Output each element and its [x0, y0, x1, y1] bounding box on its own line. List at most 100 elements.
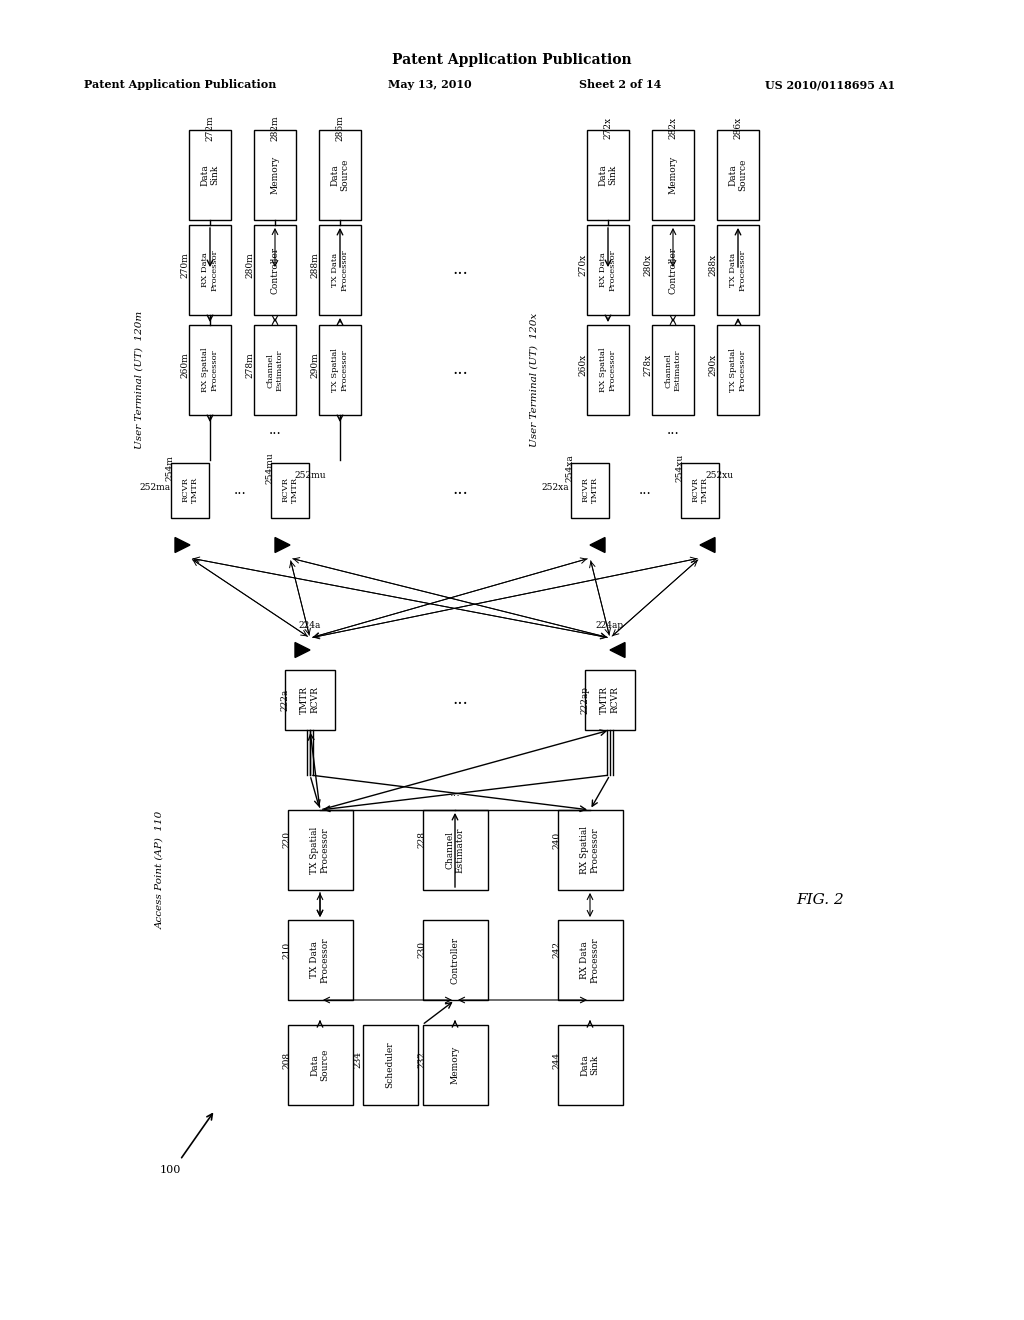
Text: ...: ...: [639, 483, 651, 498]
Text: Channel
Estimator: Channel Estimator: [665, 350, 682, 391]
FancyBboxPatch shape: [652, 224, 694, 315]
FancyBboxPatch shape: [288, 1026, 352, 1105]
Text: User Terminal (UT)  120x: User Terminal (UT) 120x: [530, 313, 539, 447]
Text: TX Spatial
Processor: TX Spatial Processor: [729, 348, 746, 392]
Text: Data
Sink: Data Sink: [581, 1055, 600, 1076]
Text: 232: 232: [418, 1052, 427, 1068]
Polygon shape: [700, 537, 715, 553]
Text: 234: 234: [353, 1052, 362, 1068]
FancyBboxPatch shape: [254, 224, 296, 315]
Text: 270m: 270m: [180, 252, 189, 279]
FancyBboxPatch shape: [423, 810, 487, 890]
Text: 254mu: 254mu: [265, 453, 274, 484]
FancyBboxPatch shape: [652, 129, 694, 220]
FancyBboxPatch shape: [285, 671, 335, 730]
Text: 252xa: 252xa: [542, 483, 568, 491]
Text: ...: ...: [233, 483, 247, 498]
Text: 260x: 260x: [579, 354, 588, 376]
Text: Data
Source: Data Source: [310, 1049, 330, 1081]
Polygon shape: [175, 537, 190, 553]
Text: 286x: 286x: [733, 117, 742, 139]
FancyBboxPatch shape: [254, 129, 296, 220]
Text: 272x: 272x: [603, 117, 612, 139]
Text: ...: ...: [453, 482, 468, 499]
Text: Scheduler: Scheduler: [385, 1041, 394, 1088]
Text: TX Data
Processor: TX Data Processor: [729, 249, 746, 290]
FancyBboxPatch shape: [652, 325, 694, 414]
Text: 270x: 270x: [579, 253, 588, 276]
Text: 254xu: 254xu: [676, 454, 684, 482]
Text: 252mu: 252mu: [294, 470, 326, 479]
FancyBboxPatch shape: [362, 1026, 418, 1105]
Text: 208: 208: [283, 1052, 292, 1069]
Text: Patent Application Publication: Patent Application Publication: [84, 79, 276, 91]
FancyBboxPatch shape: [423, 1026, 487, 1105]
Text: TX Spatial
Processor: TX Spatial Processor: [310, 826, 330, 874]
Text: 288x: 288x: [709, 253, 718, 276]
Text: ...: ...: [453, 362, 468, 379]
Text: ...: ...: [453, 261, 468, 279]
Text: 260m: 260m: [180, 352, 189, 378]
FancyBboxPatch shape: [681, 462, 719, 517]
Text: TX Spatial
Processor: TX Spatial Processor: [332, 348, 348, 392]
Text: 224ap: 224ap: [596, 620, 624, 630]
Text: Controller: Controller: [270, 247, 280, 293]
Text: Access Point (AP)  110: Access Point (AP) 110: [155, 810, 164, 929]
Text: TMTR
RCVR: TMTR RCVR: [600, 686, 620, 714]
FancyBboxPatch shape: [423, 920, 487, 1001]
Text: Patent Application Publication: Patent Application Publication: [392, 53, 632, 67]
Text: Memory: Memory: [270, 156, 280, 194]
Text: RX Data
Processor: RX Data Processor: [581, 937, 600, 983]
Text: 278m: 278m: [246, 352, 255, 378]
Text: ...: ...: [667, 422, 679, 437]
Text: 290m: 290m: [310, 352, 319, 378]
Text: RX Spatial
Processor: RX Spatial Processor: [202, 347, 218, 392]
FancyBboxPatch shape: [587, 325, 629, 414]
FancyBboxPatch shape: [585, 671, 635, 730]
Text: Data
Source: Data Source: [331, 158, 350, 191]
Text: Controller: Controller: [669, 247, 678, 293]
Text: 220: 220: [283, 832, 292, 849]
FancyBboxPatch shape: [189, 325, 231, 414]
Text: FIG. 2: FIG. 2: [796, 894, 844, 907]
Text: 282m: 282m: [270, 115, 280, 141]
FancyBboxPatch shape: [288, 810, 352, 890]
Text: RX Spatial
Processor: RX Spatial Processor: [599, 347, 616, 392]
Text: 282x: 282x: [669, 117, 678, 139]
Text: RCVR
TMTR: RCVR TMTR: [282, 477, 299, 503]
Text: RX Spatial
Processor: RX Spatial Processor: [581, 826, 600, 874]
Text: TX Data
Processor: TX Data Processor: [310, 937, 330, 983]
FancyBboxPatch shape: [288, 920, 352, 1001]
Text: 244: 244: [553, 1052, 561, 1069]
FancyBboxPatch shape: [254, 325, 296, 414]
Text: 230: 230: [418, 941, 427, 958]
Text: Channel
Estimator: Channel Estimator: [445, 828, 465, 873]
Text: TX Data
Processor: TX Data Processor: [332, 249, 348, 290]
Text: May 13, 2010: May 13, 2010: [388, 79, 472, 91]
Text: RX Data
Processor: RX Data Processor: [202, 249, 218, 290]
Text: Channel
Estimator: Channel Estimator: [266, 350, 284, 391]
Text: RCVR
TMTR: RCVR TMTR: [691, 477, 709, 503]
Text: 278x: 278x: [643, 354, 652, 376]
FancyBboxPatch shape: [557, 920, 623, 1001]
Text: Controller: Controller: [451, 936, 460, 983]
Text: 252ma: 252ma: [139, 483, 171, 491]
Text: 280x: 280x: [643, 253, 652, 276]
Text: 290x: 290x: [709, 354, 718, 376]
Text: Memory: Memory: [451, 1045, 460, 1084]
FancyBboxPatch shape: [189, 129, 231, 220]
Text: 222a: 222a: [281, 689, 290, 711]
FancyBboxPatch shape: [271, 462, 309, 517]
Polygon shape: [590, 537, 605, 553]
Text: ...: ...: [453, 692, 468, 709]
Text: 252xu: 252xu: [706, 470, 734, 479]
Text: RCVR
TMTR: RCVR TMTR: [582, 477, 599, 503]
Text: 272m: 272m: [206, 115, 214, 141]
Text: 210: 210: [283, 941, 292, 958]
FancyBboxPatch shape: [557, 810, 623, 890]
Text: 100: 100: [160, 1166, 180, 1175]
FancyBboxPatch shape: [587, 129, 629, 220]
Text: Data
Source: Data Source: [728, 158, 748, 191]
FancyBboxPatch shape: [319, 224, 361, 315]
Polygon shape: [275, 537, 290, 553]
